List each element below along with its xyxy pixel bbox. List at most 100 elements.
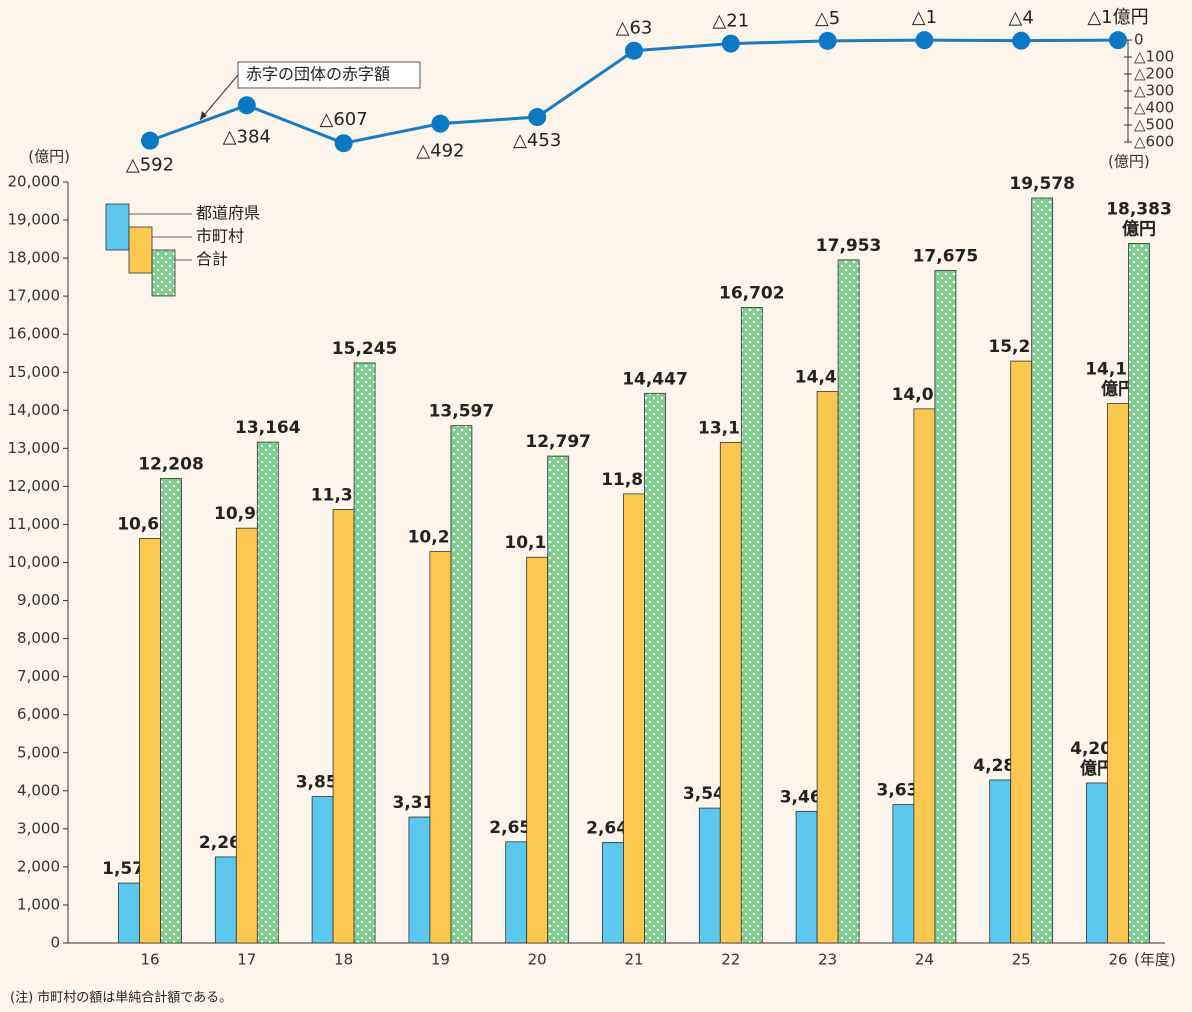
y-tick-label: 5,000 — [17, 743, 60, 761]
x-tick-label: 18 — [334, 951, 353, 969]
value-label: △4 — [1009, 8, 1034, 29]
value-label: 15,245 — [332, 339, 398, 359]
y-tick-label: 14,000 — [8, 401, 61, 419]
bar — [1010, 360, 1033, 944]
annotation-box — [237, 61, 421, 89]
y-tick-label: 9,000 — [17, 591, 60, 609]
y-tick-label: 17,000 — [8, 287, 61, 305]
x-tick-label: 22 — [721, 951, 740, 969]
bar — [160, 478, 182, 944]
legend-swatch — [105, 203, 130, 251]
y2-tick-label: △300 — [1134, 82, 1174, 100]
legend-label: 市町村 — [196, 227, 244, 246]
bar — [214, 856, 237, 944]
bar — [547, 455, 570, 944]
x-tick-label: 16 — [140, 951, 159, 969]
value-label: △1億円 — [1087, 7, 1148, 28]
point — [334, 134, 353, 153]
bar — [256, 441, 279, 944]
legend-swatch — [128, 226, 153, 274]
y2-tick-label: △500 — [1134, 116, 1174, 134]
x-tick-label: 17 — [237, 951, 256, 969]
bar — [408, 816, 431, 944]
value-label: 14,447 — [622, 369, 688, 389]
y2-tick-label: △200 — [1134, 65, 1174, 83]
bar — [719, 442, 742, 944]
x-tick-label: 24 — [915, 951, 934, 969]
value-label: 19,578 — [1009, 174, 1075, 194]
bar — [602, 841, 624, 944]
bar — [311, 796, 334, 944]
point — [141, 131, 159, 150]
value-label: △607 — [319, 109, 367, 130]
point — [915, 31, 934, 50]
point — [1109, 31, 1127, 50]
y-tick-label: 12,000 — [8, 477, 61, 495]
value-label: △453 — [513, 130, 561, 151]
bar — [816, 391, 839, 944]
y-tick-label: 18,000 — [8, 249, 61, 267]
annotation-arrow — [200, 111, 207, 120]
bar — [139, 538, 161, 944]
bar — [913, 408, 936, 944]
bar — [795, 810, 818, 944]
y2-tick-label: △100 — [1134, 48, 1174, 66]
value-label: 18,383 億円 — [1106, 200, 1172, 240]
legend-swatch — [151, 249, 176, 297]
x-tick-label: 25 — [1012, 951, 1031, 969]
value-label: △1 — [912, 7, 937, 28]
value-label: △592 — [126, 155, 174, 176]
value-label: 13,164 — [235, 418, 301, 438]
bar — [837, 259, 860, 944]
bar — [698, 807, 721, 944]
legend-label: 都道府県 — [196, 204, 260, 223]
bar — [429, 551, 452, 944]
value-label: △21 — [712, 11, 749, 32]
value-label: 16,702 — [719, 283, 785, 303]
value-label: 12,797 — [525, 432, 591, 452]
bar — [1107, 403, 1129, 944]
y2-tick-label: 0 — [1134, 31, 1144, 49]
y-axis-label: (億円) — [28, 148, 70, 166]
bar — [1086, 782, 1108, 944]
point — [625, 41, 643, 60]
y-tick-label: 1,000 — [17, 895, 60, 913]
y2-tick-label: △600 — [1134, 133, 1174, 151]
bar — [235, 527, 258, 944]
y-tick-label: 2,000 — [17, 857, 60, 875]
bar — [989, 779, 1012, 944]
value-label: 17,953 — [816, 236, 882, 256]
bar — [644, 392, 666, 944]
y2-tick-label: △400 — [1134, 99, 1174, 117]
value-label: △492 — [416, 141, 464, 162]
annotation-leader — [199, 74, 239, 121]
value-label: △63 — [616, 18, 653, 39]
x-tick-label: 26 — [1108, 951, 1127, 969]
y-tick-label: 20,000 — [8, 173, 61, 191]
bar — [332, 509, 355, 944]
y2-axis-label: (億円) — [1108, 153, 1150, 171]
legend-label: 合計 — [196, 250, 228, 269]
y-tick-label: 15,000 — [8, 363, 61, 381]
x-tick-label: 19 — [431, 951, 450, 969]
y-tick-label: 11,000 — [8, 515, 61, 533]
bar — [1128, 243, 1150, 944]
bar — [118, 882, 140, 944]
point — [1012, 31, 1031, 50]
point — [818, 31, 837, 50]
y-tick-label: 19,000 — [8, 211, 61, 229]
value-label: 17,675 — [913, 246, 979, 266]
bar — [892, 804, 915, 944]
x-tick-label: 21 — [624, 951, 643, 969]
annotation: 赤字の団体の赤字額 — [246, 65, 390, 84]
value-label: △384 — [223, 126, 271, 147]
y-tick-label: 13,000 — [8, 439, 61, 457]
footnote: (注) 市町村の額は単純合計額である。 — [10, 990, 232, 1006]
x-tick-label: 23 — [818, 951, 837, 969]
value-label: △5 — [815, 8, 840, 29]
value-label-number: 18,383 — [1106, 200, 1172, 220]
y-tick-label: 0 — [50, 934, 60, 952]
point — [431, 114, 450, 133]
bar — [623, 493, 645, 944]
